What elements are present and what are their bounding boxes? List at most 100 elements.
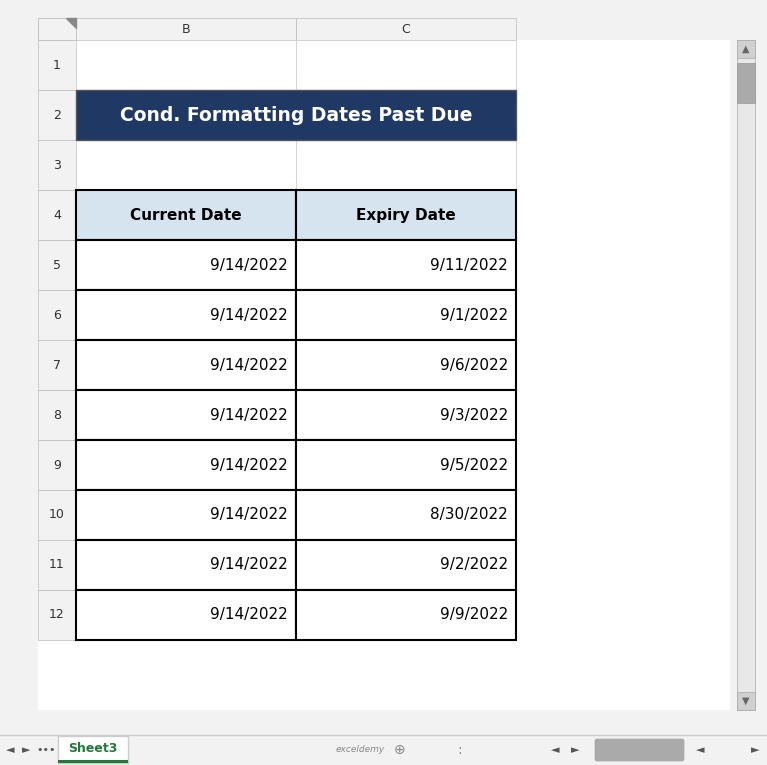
FancyBboxPatch shape [38, 490, 76, 540]
FancyBboxPatch shape [76, 40, 296, 90]
Text: B: B [182, 22, 190, 35]
FancyBboxPatch shape [296, 440, 516, 490]
Text: 9/14/2022: 9/14/2022 [210, 357, 288, 373]
Text: 2: 2 [53, 109, 61, 122]
FancyBboxPatch shape [595, 739, 684, 761]
FancyBboxPatch shape [76, 590, 296, 640]
FancyBboxPatch shape [58, 736, 128, 763]
FancyBboxPatch shape [38, 240, 76, 290]
FancyBboxPatch shape [296, 590, 516, 640]
FancyBboxPatch shape [76, 540, 296, 590]
FancyBboxPatch shape [58, 760, 128, 763]
Text: 8/30/2022: 8/30/2022 [430, 507, 508, 522]
FancyBboxPatch shape [737, 63, 755, 103]
Text: 3: 3 [53, 158, 61, 171]
FancyBboxPatch shape [296, 490, 516, 540]
Text: 9/14/2022: 9/14/2022 [210, 607, 288, 623]
FancyBboxPatch shape [296, 340, 516, 390]
Text: 1: 1 [53, 58, 61, 71]
Text: 9/11/2022: 9/11/2022 [430, 258, 508, 272]
FancyBboxPatch shape [76, 340, 296, 390]
FancyBboxPatch shape [38, 290, 76, 340]
FancyBboxPatch shape [296, 590, 516, 640]
Text: ▲: ▲ [742, 44, 750, 54]
FancyBboxPatch shape [296, 140, 516, 190]
Text: 9/1/2022: 9/1/2022 [440, 308, 508, 323]
FancyBboxPatch shape [296, 290, 516, 340]
FancyBboxPatch shape [38, 40, 730, 710]
Text: 9/5/2022: 9/5/2022 [440, 457, 508, 473]
FancyBboxPatch shape [76, 90, 296, 140]
FancyBboxPatch shape [76, 90, 516, 140]
FancyBboxPatch shape [38, 590, 76, 640]
FancyBboxPatch shape [737, 692, 755, 710]
FancyBboxPatch shape [76, 490, 296, 540]
Text: 9/9/2022: 9/9/2022 [439, 607, 508, 623]
FancyBboxPatch shape [76, 240, 296, 290]
Text: ⊕: ⊕ [394, 743, 406, 757]
FancyBboxPatch shape [0, 735, 767, 765]
FancyBboxPatch shape [296, 340, 516, 390]
FancyBboxPatch shape [38, 440, 76, 490]
FancyBboxPatch shape [38, 18, 76, 40]
FancyBboxPatch shape [296, 18, 516, 40]
FancyBboxPatch shape [38, 390, 76, 440]
Text: ►: ► [21, 745, 30, 755]
FancyBboxPatch shape [76, 540, 296, 590]
Text: exceldemy: exceldemy [335, 746, 384, 754]
Text: 7: 7 [53, 359, 61, 372]
Text: Cond. Formatting Dates Past Due: Cond. Formatting Dates Past Due [120, 106, 472, 125]
Text: 9/14/2022: 9/14/2022 [210, 558, 288, 572]
FancyBboxPatch shape [296, 290, 516, 340]
Text: 9/3/2022: 9/3/2022 [439, 408, 508, 422]
FancyBboxPatch shape [296, 240, 516, 290]
FancyBboxPatch shape [38, 540, 76, 590]
FancyBboxPatch shape [38, 190, 76, 240]
FancyBboxPatch shape [38, 90, 76, 140]
Text: 10: 10 [49, 509, 65, 522]
FancyBboxPatch shape [38, 340, 76, 390]
FancyBboxPatch shape [38, 18, 76, 40]
FancyBboxPatch shape [296, 440, 516, 490]
FancyBboxPatch shape [296, 40, 516, 90]
FancyBboxPatch shape [76, 190, 296, 240]
FancyBboxPatch shape [76, 18, 296, 40]
FancyBboxPatch shape [76, 490, 296, 540]
Text: 9/14/2022: 9/14/2022 [210, 457, 288, 473]
Text: ◄: ◄ [5, 745, 15, 755]
Text: Sheet3: Sheet3 [68, 743, 117, 756]
Text: Current Date: Current Date [130, 207, 242, 223]
Text: ◄: ◄ [696, 745, 704, 755]
FancyBboxPatch shape [76, 390, 296, 440]
Text: 9/14/2022: 9/14/2022 [210, 258, 288, 272]
Text: 9: 9 [53, 458, 61, 471]
FancyBboxPatch shape [737, 40, 755, 58]
Text: 6: 6 [53, 308, 61, 321]
Text: •••: ••• [36, 745, 56, 755]
FancyBboxPatch shape [76, 140, 296, 190]
Text: 8: 8 [53, 409, 61, 422]
FancyBboxPatch shape [296, 490, 516, 540]
Text: 12: 12 [49, 608, 65, 621]
Text: 9/6/2022: 9/6/2022 [439, 357, 508, 373]
FancyBboxPatch shape [296, 90, 516, 140]
FancyBboxPatch shape [296, 240, 516, 290]
FancyBboxPatch shape [296, 390, 516, 440]
Text: ▼: ▼ [742, 696, 750, 706]
Text: 11: 11 [49, 558, 65, 571]
Text: ►: ► [751, 745, 759, 755]
FancyBboxPatch shape [76, 390, 296, 440]
FancyBboxPatch shape [296, 540, 516, 590]
FancyBboxPatch shape [76, 240, 296, 290]
FancyBboxPatch shape [76, 190, 296, 240]
Text: 9/14/2022: 9/14/2022 [210, 308, 288, 323]
FancyBboxPatch shape [296, 540, 516, 590]
Text: ◄: ◄ [551, 745, 559, 755]
FancyBboxPatch shape [296, 190, 516, 240]
Text: ►: ► [571, 745, 579, 755]
FancyBboxPatch shape [76, 590, 296, 640]
FancyBboxPatch shape [76, 440, 296, 490]
Text: 4: 4 [53, 209, 61, 222]
Text: :: : [458, 743, 463, 757]
Text: 9/14/2022: 9/14/2022 [210, 507, 288, 522]
